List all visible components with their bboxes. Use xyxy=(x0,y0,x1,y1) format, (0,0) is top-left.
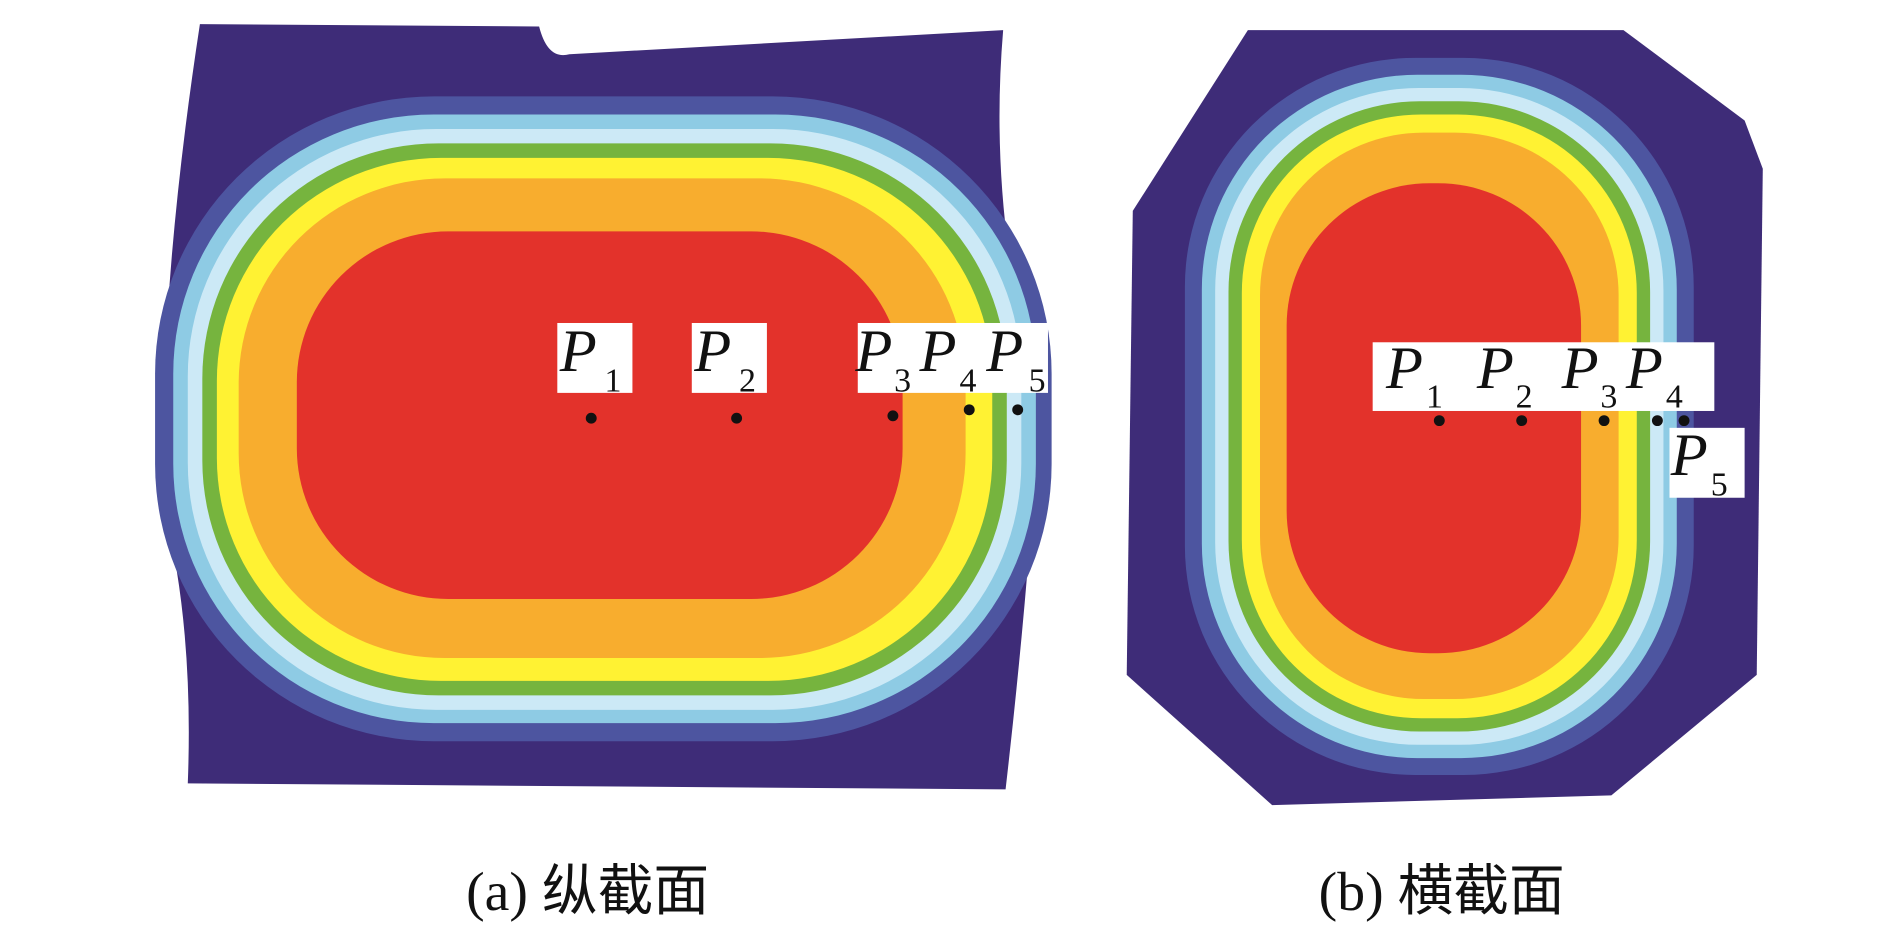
point-subscript: 2 xyxy=(1516,378,1533,415)
point-letter: P xyxy=(693,318,731,385)
caption: (b) 横截面 xyxy=(1319,861,1565,923)
panel-a: P 1 P 2 P 3 P 4 P 5 (a) 纵截面 xyxy=(155,24,1052,923)
point-subscript: 1 xyxy=(1426,378,1443,415)
point-dot xyxy=(1433,415,1445,427)
point-letter: P xyxy=(1670,422,1708,489)
panel-b: P 1 P 2 P 3 P 4 P 5 (b) 横截面 xyxy=(1126,30,1763,923)
contour-core xyxy=(1286,183,1582,654)
point-dot xyxy=(1678,415,1690,427)
label-box xyxy=(1372,342,1715,411)
point-dot xyxy=(963,404,975,416)
point-dot xyxy=(585,412,597,424)
point-subscript: 5 xyxy=(1029,363,1046,400)
caption: (a) 纵截面 xyxy=(466,861,709,923)
point-dot xyxy=(1012,404,1024,416)
point-letter: P xyxy=(985,318,1023,385)
point-letter: P xyxy=(1625,335,1663,402)
point-dot xyxy=(887,410,899,422)
point-subscript: 3 xyxy=(1600,378,1617,415)
point-dot xyxy=(1651,415,1663,427)
point-dot xyxy=(1516,415,1528,427)
point-dot xyxy=(1598,415,1610,427)
point-letter: P xyxy=(559,318,597,385)
point-letter: P xyxy=(854,318,892,385)
point-letter: P xyxy=(1385,335,1423,402)
label-box xyxy=(857,322,1048,393)
label-box xyxy=(557,322,633,393)
point-dot xyxy=(731,412,743,424)
point-letter: P xyxy=(1561,335,1599,402)
point-subscript: 1 xyxy=(605,363,622,400)
point-subscript: 4 xyxy=(1666,378,1683,415)
point-subscript: 2 xyxy=(739,363,756,400)
point-letter: P xyxy=(1476,335,1514,402)
point-letter: P xyxy=(919,318,957,385)
contour-core xyxy=(296,231,903,599)
label-box xyxy=(691,322,767,393)
point-subscript: 5 xyxy=(1711,466,1728,503)
point-subscript: 3 xyxy=(894,363,911,400)
label-box xyxy=(1669,427,1745,498)
point-subscript: 4 xyxy=(960,363,977,400)
